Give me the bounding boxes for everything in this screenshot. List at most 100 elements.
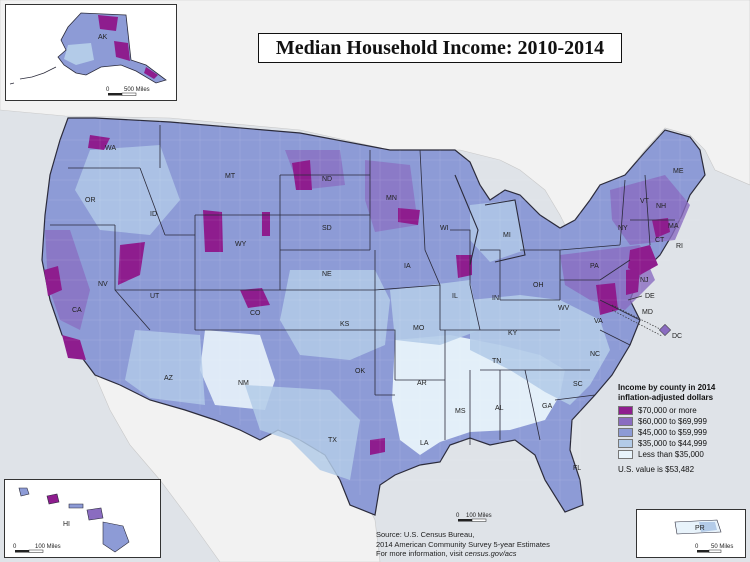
legend-title: Income by county in 2014 inflation-adjus… bbox=[618, 383, 746, 403]
hotspot-wyoming bbox=[203, 210, 223, 252]
state-label-az: AZ bbox=[164, 375, 174, 382]
puerto-rico-inset: PR 0 50 Miles bbox=[636, 509, 746, 558]
hawaii-molokai bbox=[68, 503, 84, 509]
border-great-lakes bbox=[454, 174, 526, 266]
hotspot-denver bbox=[240, 288, 270, 308]
state-label-id: ID bbox=[150, 211, 157, 218]
de-leader-line bbox=[627, 295, 643, 301]
state-label-nh: NH bbox=[656, 203, 666, 210]
hotspot-wyoming-east bbox=[262, 212, 270, 236]
census-link[interactable]: census.gov/acs bbox=[464, 549, 517, 558]
border-west-states bbox=[50, 125, 376, 395]
alaska-tint-low bbox=[64, 43, 94, 65]
alaska-scale-segment-b bbox=[121, 92, 137, 96]
alaska-scale-zero: 0 bbox=[106, 87, 110, 93]
alaska-map: AK 0 500 Miles bbox=[9, 12, 167, 96]
state-label-ca: CA bbox=[72, 307, 82, 314]
conus-scale-distance: 100 Miles bbox=[466, 513, 492, 519]
legend-title-line2: inflation-adjusted dollars bbox=[618, 393, 714, 402]
alaska-hotspot-north bbox=[98, 15, 118, 31]
legend-swatch bbox=[618, 450, 633, 459]
legend-swatch bbox=[618, 439, 633, 448]
state-label-ma: MA bbox=[668, 223, 679, 230]
state-label-wi: WI bbox=[440, 225, 449, 232]
legend-swatch bbox=[618, 406, 633, 415]
dc-callout-box bbox=[658, 323, 672, 337]
state-label-mo: MO bbox=[413, 325, 425, 332]
state-label-sd: SD bbox=[322, 225, 332, 232]
legend-swatch bbox=[618, 428, 633, 437]
state-label-nv: NV bbox=[98, 281, 108, 288]
hotspot-socal bbox=[62, 335, 86, 360]
alaska-scale-segment-a bbox=[108, 93, 122, 96]
legend-label: $70,000 or more bbox=[638, 406, 697, 415]
hotspot-northeast-corridor bbox=[628, 245, 658, 275]
state-label-oh: OH bbox=[533, 282, 544, 289]
legend: Income by county in 2014 inflation-adjus… bbox=[618, 383, 746, 474]
alaska-land bbox=[57, 12, 167, 84]
state-label-hi: HI bbox=[63, 521, 70, 528]
state-label-ga: GA bbox=[542, 403, 552, 410]
state-labels: WA OR CA NV ID MT WY UT AZ CO NM ND SD N… bbox=[72, 145, 684, 472]
source-line3: For more information, visit census.gov/a… bbox=[376, 549, 636, 559]
state-label-ne: NE bbox=[322, 271, 332, 278]
state-label-va: VA bbox=[594, 318, 603, 325]
legend-item: $45,000 to $59,999 bbox=[618, 427, 746, 438]
county-texture bbox=[45, 120, 700, 500]
map-title-box: Median Household Income: 2010-2014 bbox=[258, 33, 622, 63]
state-label-pr: PR bbox=[695, 525, 705, 532]
hotspot-washington bbox=[88, 135, 110, 150]
state-label-wv: WV bbox=[558, 305, 570, 312]
pr-scale-segment-a bbox=[697, 550, 709, 553]
conus-scale-segment-b bbox=[471, 518, 487, 522]
hawaii-scale-zero: 0 bbox=[13, 544, 17, 550]
legend-label: $45,000 to $59,999 bbox=[638, 428, 707, 437]
state-label-tn: TN bbox=[492, 358, 501, 365]
state-label-ky: KY bbox=[508, 330, 518, 337]
state-label-pa: PA bbox=[590, 263, 599, 270]
puerto-rico-tint bbox=[699, 522, 717, 532]
legend-swatch bbox=[618, 417, 633, 426]
hawaii-kauai bbox=[18, 487, 30, 497]
county-grid bbox=[45, 120, 700, 500]
state-label-ms: MS bbox=[455, 408, 466, 415]
state-label-mn: MN bbox=[386, 195, 397, 202]
alaska-aleutians bbox=[9, 66, 57, 85]
alaska-hotspot-panhandle bbox=[144, 67, 158, 79]
hawaii-scale-segment-b bbox=[28, 549, 44, 553]
border-east-states bbox=[554, 174, 675, 401]
legend-label: $60,000 to $69,999 bbox=[638, 417, 707, 426]
hawaii-big-island bbox=[102, 521, 130, 553]
income-hotspots bbox=[44, 135, 670, 455]
pr-scale-zero: 0 bbox=[695, 544, 699, 550]
state-label-or: OR bbox=[85, 197, 96, 204]
state-label-al: AL bbox=[495, 405, 504, 412]
state-label-ar: AR bbox=[417, 380, 427, 387]
hawaii-scale-distance: 100 Miles bbox=[35, 544, 61, 550]
legend-item: Less than $35,000 bbox=[618, 449, 746, 460]
state-label-nm: NM bbox=[238, 380, 249, 387]
alaska-scale-distance: 500 Miles bbox=[124, 87, 150, 93]
region-mid-tx bbox=[245, 385, 360, 480]
state-label-me: ME bbox=[673, 168, 684, 175]
hawaii-map: HI 0 100 Miles bbox=[13, 487, 130, 553]
pr-scale-segment-b bbox=[708, 549, 722, 553]
legend-label: Less than $35,000 bbox=[638, 450, 704, 459]
state-label-vt: VT bbox=[640, 198, 650, 205]
state-label-fl: FL bbox=[573, 465, 581, 472]
hawaii-oahu bbox=[46, 493, 60, 505]
state-label-ks: KS bbox=[340, 321, 350, 328]
income-regions bbox=[45, 145, 690, 480]
legend-label: $35,000 to $44,999 bbox=[638, 439, 707, 448]
state-label-ok: OK bbox=[355, 368, 365, 375]
hotspot-minneapolis bbox=[398, 208, 420, 225]
us-median-value: U.S. value is $53,482 bbox=[618, 465, 695, 474]
dc-leader-line bbox=[611, 304, 663, 337]
conus-scale-segment-a bbox=[458, 519, 472, 522]
hotspot-dc-metro bbox=[596, 283, 618, 315]
leader-lines bbox=[611, 295, 663, 337]
pr-scale-distance: 50 Miles bbox=[711, 544, 733, 550]
map-title: Median Household Income: 2010-2014 bbox=[275, 36, 605, 59]
hotspot-chicago bbox=[456, 255, 472, 278]
